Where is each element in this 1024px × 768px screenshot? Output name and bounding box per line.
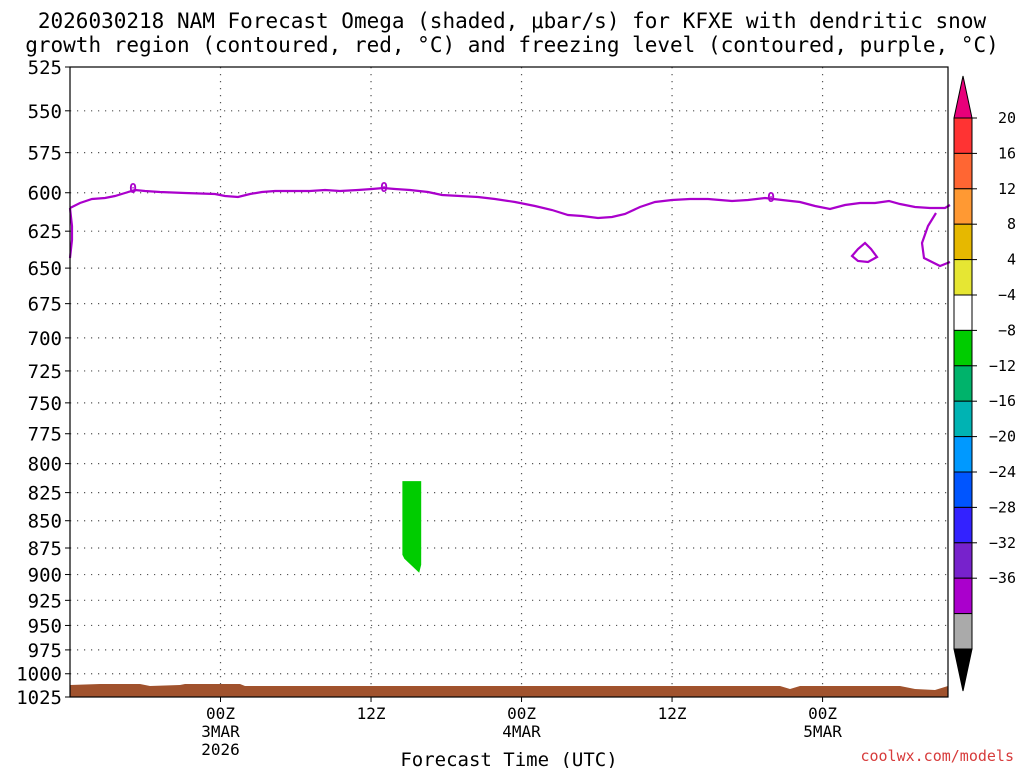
y-tick-label: 925 [28, 590, 62, 612]
x-tick-label: 00Z [507, 704, 536, 723]
colorbar-top-arrow [953, 75, 973, 119]
chart-title-line1: 2026030218 NAM Forecast Omega (shaded, μ… [37, 9, 987, 33]
x-tick-label: 00Z [206, 704, 235, 723]
colorbar-segment [953, 117, 973, 154]
freezing-level-closed-contour-small [850, 241, 879, 264]
y-tick-label: 825 [28, 483, 62, 505]
colorbar-segment [953, 577, 973, 615]
colorbar-segment [953, 223, 973, 261]
colorbar-label: 12 [998, 180, 1016, 198]
omega-shading-layer [402, 481, 422, 573]
y-tick-label: 650 [28, 258, 62, 280]
colorbar-label: −12 [989, 357, 1016, 375]
colorbar-label: −28 [989, 498, 1016, 516]
colorbar-segment [953, 152, 973, 190]
y-tick-label: 750 [28, 393, 62, 415]
x-tick-sublabel: 4MAR [502, 722, 541, 741]
colorbar-segment [953, 259, 973, 296]
terrain-ground [70, 684, 948, 697]
colorbar-segment [953, 436, 973, 473]
y-tick-label: 800 [28, 454, 62, 476]
colorbar-segment [953, 294, 973, 331]
colorbar-segment [953, 471, 973, 508]
chart-title-line2: growth region (contoured, red, °C) and f… [25, 33, 999, 57]
terrain-layer [70, 684, 948, 697]
x-tick-sublabel: 5MAR [803, 722, 842, 741]
colorbar-segment [953, 506, 973, 544]
colorbar-label: −32 [989, 534, 1016, 552]
contour-label-2: 0 [380, 181, 388, 196]
colorbar-label: 4 [1007, 251, 1016, 269]
freezing-level-labels: 0 0 0 [129, 181, 775, 206]
colorbar-label: −20 [989, 428, 1016, 446]
x-axis-label: Forecast Time (UTC) [400, 749, 617, 768]
colorbar-segment [953, 542, 973, 579]
y-tick-label: 550 [28, 101, 62, 123]
colorbar-label: −4 [998, 286, 1016, 304]
x-tick-label: 12Z [357, 704, 386, 723]
colorbar-bottom-arrow [953, 648, 973, 692]
x-tick-label: 00Z [808, 704, 837, 723]
x-tick-label: 12Z [658, 704, 687, 723]
colorbar-segment [953, 365, 973, 402]
freezing-level-contour-right [920, 212, 951, 268]
x-tick-sublabel: 2026 [201, 740, 240, 759]
y-tick-label: 525 [28, 57, 62, 79]
colorbar-label: 8 [1007, 215, 1016, 233]
y-axis: 525 550 575 600 625 650 675 700 725 750 775 800 825 8… [16, 57, 70, 709]
colorbar-segment [953, 188, 973, 225]
grid-layer [70, 67, 948, 697]
colorbar-label: −16 [989, 392, 1016, 410]
y-tick-label: 575 [28, 143, 62, 165]
colorbar-label: −8 [998, 321, 1016, 339]
y-tick-label: 950 [28, 615, 62, 637]
colorbar-segment [953, 400, 973, 438]
colorbar-label: −36 [989, 569, 1016, 587]
colorbar-segment [953, 329, 973, 367]
y-tick-label: 775 [28, 424, 62, 446]
x-tick-sublabel: 3MAR [201, 722, 240, 741]
y-tick-label: 625 [28, 221, 62, 243]
y-tick-label: 600 [28, 183, 62, 205]
y-tick-label: 725 [28, 361, 62, 383]
freezing-level-layer: 0 0 0 [68, 181, 951, 268]
credit-text: coolwx.com/models [860, 747, 1014, 765]
y-tick-label: 675 [28, 294, 62, 316]
y-tick-label: 875 [28, 538, 62, 560]
colorbar-label: 20 [998, 109, 1016, 127]
contour-label-1: 0 [129, 182, 137, 197]
colorbar-label: 16 [998, 144, 1016, 162]
plot-frame [69, 66, 949, 698]
y-tick-label: 900 [28, 565, 62, 587]
y-tick-label: 1000 [16, 664, 62, 686]
colorbar-segment [953, 613, 973, 650]
y-tick-label: 850 [28, 511, 62, 533]
freezing-level-left-edge [68, 207, 74, 259]
contour-label-3: 0 [767, 191, 775, 206]
y-tick-label: 975 [28, 640, 62, 662]
colorbar-label: −24 [989, 463, 1016, 481]
omega-shade-region [402, 481, 422, 573]
freezing-level-contour [69, 186, 951, 220]
y-tick-label: 700 [28, 328, 62, 350]
colorbar: 20 16 12 8 4 −4 −8 −12 −16 −20 −24 −28 −32 −36 [953, 75, 1016, 692]
y-tick-label: 1025 [16, 687, 62, 709]
